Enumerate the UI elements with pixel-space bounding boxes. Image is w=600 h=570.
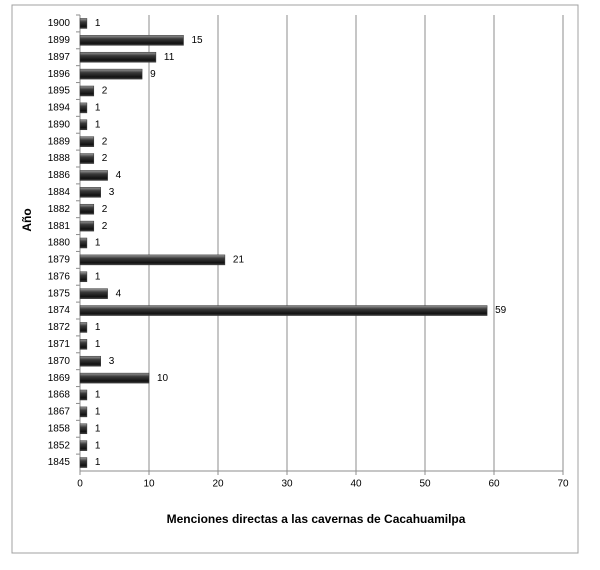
x-tick-label: 0 — [77, 479, 83, 490]
y-tick-label: 1870 — [48, 356, 71, 367]
data-label: 3 — [109, 356, 115, 367]
bar — [79, 102, 88, 114]
data-label: 1 — [95, 457, 101, 468]
y-tick-label: 1880 — [48, 238, 71, 249]
data-label: 2 — [102, 136, 108, 147]
bar — [79, 440, 88, 451]
data-label: 59 — [495, 305, 507, 316]
bar — [79, 423, 88, 435]
data-label: 1 — [95, 423, 101, 434]
y-tick-label: 1895 — [48, 86, 71, 97]
y-tick-label: 1872 — [48, 322, 71, 333]
data-label: 11 — [164, 52, 175, 63]
y-tick-label: 1876 — [48, 271, 71, 282]
data-label: 3 — [109, 187, 115, 198]
x-tick-label: 60 — [488, 479, 500, 490]
y-tick-label: 1858 — [48, 423, 71, 434]
bar — [79, 305, 488, 316]
data-label: 1 — [95, 440, 101, 451]
data-label: 2 — [102, 204, 108, 215]
y-tick-label: 1871 — [48, 339, 71, 350]
bar — [79, 457, 88, 468]
y-tick-label: 1881 — [48, 221, 71, 232]
data-label: 4 — [116, 288, 122, 299]
y-tick-label: 1852 — [48, 440, 71, 451]
x-tick-label: 70 — [557, 479, 569, 490]
y-tick-label: 1888 — [48, 153, 71, 164]
frame — [11, 4, 579, 554]
y-tick-label: 1875 — [48, 288, 71, 299]
bar — [79, 339, 88, 350]
data-label: 2 — [102, 153, 108, 164]
bar — [79, 18, 88, 29]
data-label: 15 — [192, 35, 204, 46]
y-tick-label: 1845 — [48, 457, 71, 468]
y-tick-label: 1874 — [48, 305, 71, 316]
data-label: 2 — [102, 221, 108, 232]
y-tick-label: 1890 — [48, 119, 71, 130]
data-label: 1 — [95, 339, 101, 350]
y-tick-label: 1869 — [48, 373, 71, 384]
x-tick-label: 20 — [212, 479, 224, 490]
bar — [79, 119, 88, 131]
data-label: 1 — [95, 18, 101, 29]
bar — [79, 187, 101, 198]
y-tick-label: 1897 — [48, 52, 71, 63]
bar — [79, 355, 101, 367]
bar — [79, 203, 95, 215]
data-label: 1 — [95, 390, 101, 401]
y-tick-label: 1879 — [48, 255, 71, 266]
y-tick-label: 1894 — [48, 103, 71, 114]
bar — [79, 85, 95, 97]
data-label: 1 — [95, 238, 101, 249]
bar — [79, 288, 108, 299]
bar — [79, 220, 95, 232]
y-tick-label: 1882 — [48, 204, 71, 215]
data-label: 21 — [233, 255, 245, 266]
bar — [79, 254, 226, 266]
bar — [79, 170, 108, 181]
bar — [79, 136, 95, 147]
data-label: 1 — [95, 322, 101, 333]
bar — [79, 68, 143, 80]
y-tick-label: 1900 — [48, 18, 71, 29]
y-tick-label: 1886 — [48, 170, 71, 181]
x-tick-label: 50 — [419, 479, 431, 490]
x-tick-label: 10 — [143, 479, 155, 490]
x-tick-label: 30 — [281, 479, 293, 490]
y-tick-label: 1868 — [48, 390, 71, 401]
bar — [79, 372, 150, 384]
x-tick-label: 40 — [350, 479, 362, 490]
data-label: 2 — [102, 86, 108, 97]
x-axis-label: Menciones directas a las cavernas de Cac… — [167, 512, 466, 526]
y-tick-label: 1889 — [48, 136, 71, 147]
data-label: 1 — [95, 103, 101, 114]
y-tick-label: 1896 — [48, 69, 71, 80]
bar — [79, 51, 157, 63]
y-tick-label: 1899 — [48, 35, 71, 46]
data-label: 1 — [95, 271, 101, 282]
bar — [79, 35, 184, 46]
bar — [79, 271, 88, 283]
data-label: 9 — [150, 69, 156, 80]
data-label: 4 — [116, 170, 122, 181]
bar — [79, 237, 88, 249]
bar — [79, 406, 88, 418]
y-tick-label: 1867 — [48, 407, 71, 418]
bar — [79, 389, 88, 401]
bar — [79, 153, 95, 164]
y-tick-label: 1884 — [48, 187, 71, 198]
bar — [79, 322, 88, 333]
y-axis-label: Año — [20, 208, 34, 231]
data-label: 10 — [157, 373, 169, 384]
data-label: 1 — [95, 407, 101, 418]
data-label: 1 — [95, 119, 101, 130]
